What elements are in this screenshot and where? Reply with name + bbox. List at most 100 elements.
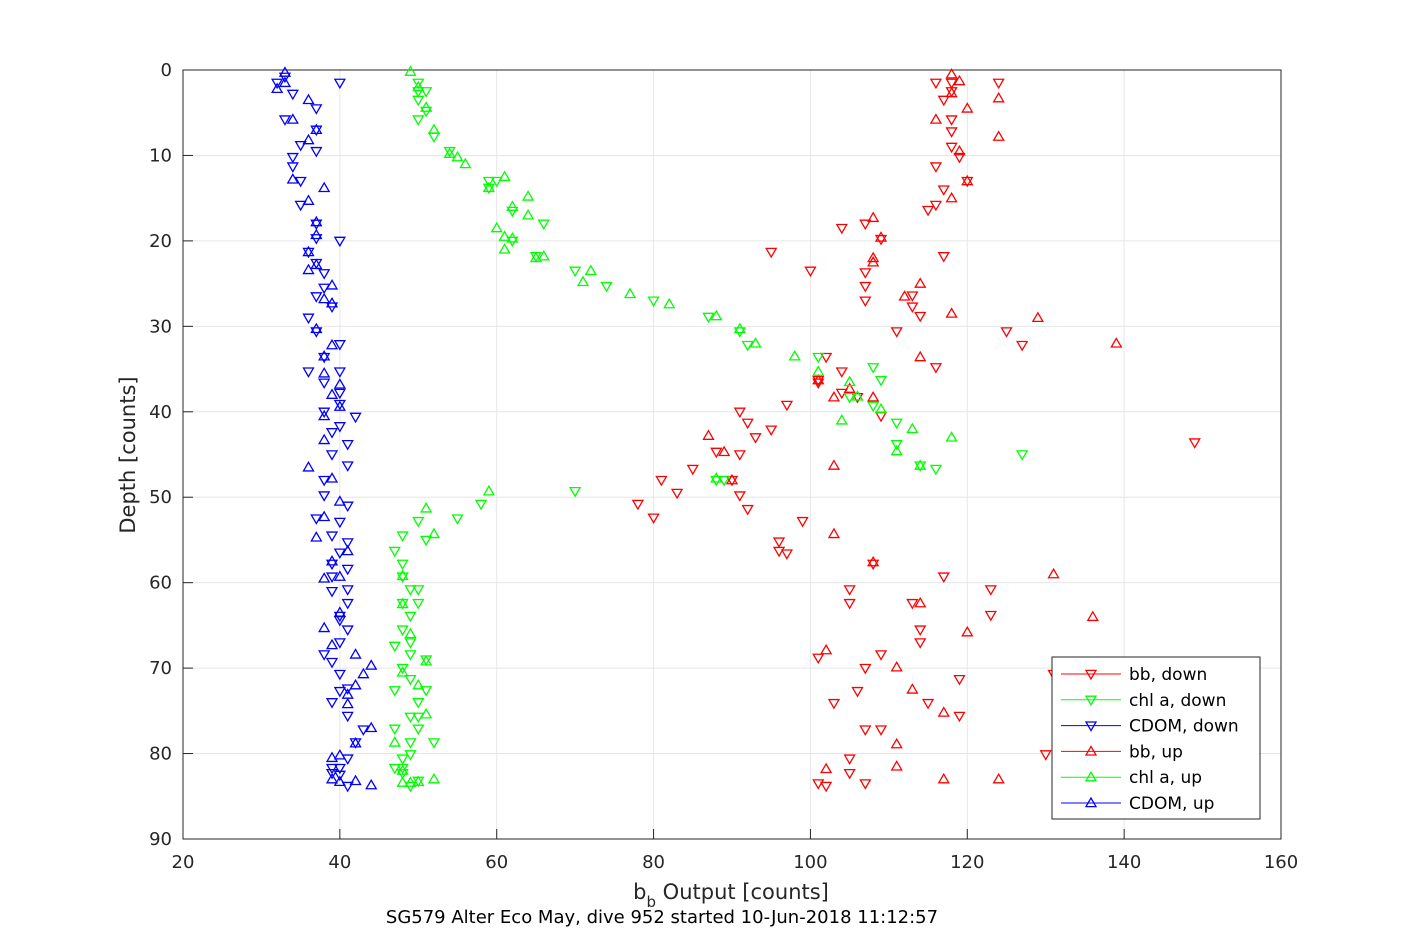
data-point — [749, 433, 762, 444]
data-point — [718, 475, 731, 487]
data-point — [349, 774, 362, 786]
data-point — [396, 572, 409, 583]
data-point — [859, 268, 872, 279]
data-point — [874, 375, 888, 387]
data-point — [945, 115, 958, 126]
data-point — [270, 82, 284, 94]
x-tick-label: 40 — [328, 852, 351, 873]
data-point — [937, 772, 950, 784]
data-point — [388, 724, 401, 736]
data-point — [710, 475, 723, 487]
data-point — [984, 585, 997, 596]
data-point — [333, 606, 346, 617]
data-point — [812, 365, 825, 376]
data-point — [874, 231, 888, 242]
data-point — [294, 176, 307, 188]
data-point — [725, 473, 739, 485]
x-tick-label: 60 — [485, 852, 508, 873]
x-tick-label: 160 — [1264, 852, 1298, 873]
data-point — [780, 549, 794, 560]
data-point — [404, 585, 417, 596]
data-point — [302, 461, 315, 472]
data-point — [929, 78, 943, 90]
data-point — [765, 425, 778, 437]
data-point — [333, 400, 346, 411]
data-point — [655, 475, 668, 487]
data-point — [318, 475, 331, 487]
data-point — [529, 251, 543, 263]
data-point — [318, 378, 331, 390]
data-point — [325, 763, 339, 775]
data-point — [1110, 337, 1123, 348]
data-point — [898, 290, 911, 301]
data-point — [302, 93, 315, 105]
data-point — [843, 382, 856, 393]
legend-marker — [1084, 695, 1098, 707]
data-point — [945, 67, 958, 79]
y-tick-label: 50 — [149, 487, 172, 508]
data-point — [318, 510, 331, 522]
data-point — [702, 312, 715, 324]
data-point — [929, 363, 943, 374]
data-point — [859, 663, 872, 675]
data-point — [710, 309, 723, 321]
data-point — [396, 569, 409, 581]
data-point — [325, 472, 339, 483]
data-point — [874, 725, 888, 736]
data-point — [498, 243, 511, 254]
y-axis-label: Depth [counts] — [116, 376, 140, 533]
x-tick-label: 140 — [1107, 852, 1141, 873]
data-point — [396, 531, 409, 542]
data-point — [1016, 340, 1029, 352]
data-point — [325, 638, 339, 650]
data-point — [725, 475, 739, 487]
data-point — [302, 247, 315, 259]
series-4 — [388, 65, 958, 787]
data-point — [349, 737, 362, 748]
y-tick-label: 40 — [149, 402, 172, 423]
data-point — [325, 296, 339, 308]
data-point — [537, 249, 550, 261]
data-point — [710, 447, 723, 459]
data-point — [819, 762, 833, 774]
data-point — [867, 255, 880, 267]
data-point — [765, 247, 778, 259]
data-point — [310, 215, 323, 227]
data-point — [412, 585, 425, 596]
data-point — [333, 570, 346, 581]
data-point — [521, 208, 535, 220]
data-point — [498, 170, 511, 182]
data-point — [812, 779, 825, 790]
data-point — [874, 402, 888, 414]
data-point — [388, 763, 401, 775]
data-point — [388, 641, 401, 653]
data-point — [874, 650, 888, 661]
data-point — [843, 598, 856, 610]
data-point — [867, 363, 880, 374]
data-point — [812, 373, 825, 385]
data-point — [310, 123, 323, 135]
data-point — [851, 393, 864, 404]
data-point — [294, 200, 307, 212]
data-point — [396, 754, 409, 765]
legend: bb, down chl a, down CDOM, down bb, up chl a… — [1051, 656, 1261, 820]
data-point — [341, 598, 354, 610]
data-point — [310, 292, 323, 303]
data-point — [843, 393, 856, 404]
data-point — [310, 228, 323, 240]
x-tick-label: 100 — [793, 852, 827, 873]
data-point — [953, 711, 966, 723]
data-point — [412, 516, 425, 528]
data-point — [412, 80, 425, 92]
data-point — [365, 721, 378, 733]
y-tick-label: 70 — [149, 658, 172, 679]
data-point — [819, 781, 833, 793]
data-point — [341, 697, 354, 709]
data-point — [349, 678, 362, 690]
data-point — [333, 775, 346, 787]
plot-frame — [182, 69, 1282, 840]
data-point — [859, 281, 872, 293]
data-point — [412, 678, 425, 690]
data-point — [733, 322, 746, 334]
